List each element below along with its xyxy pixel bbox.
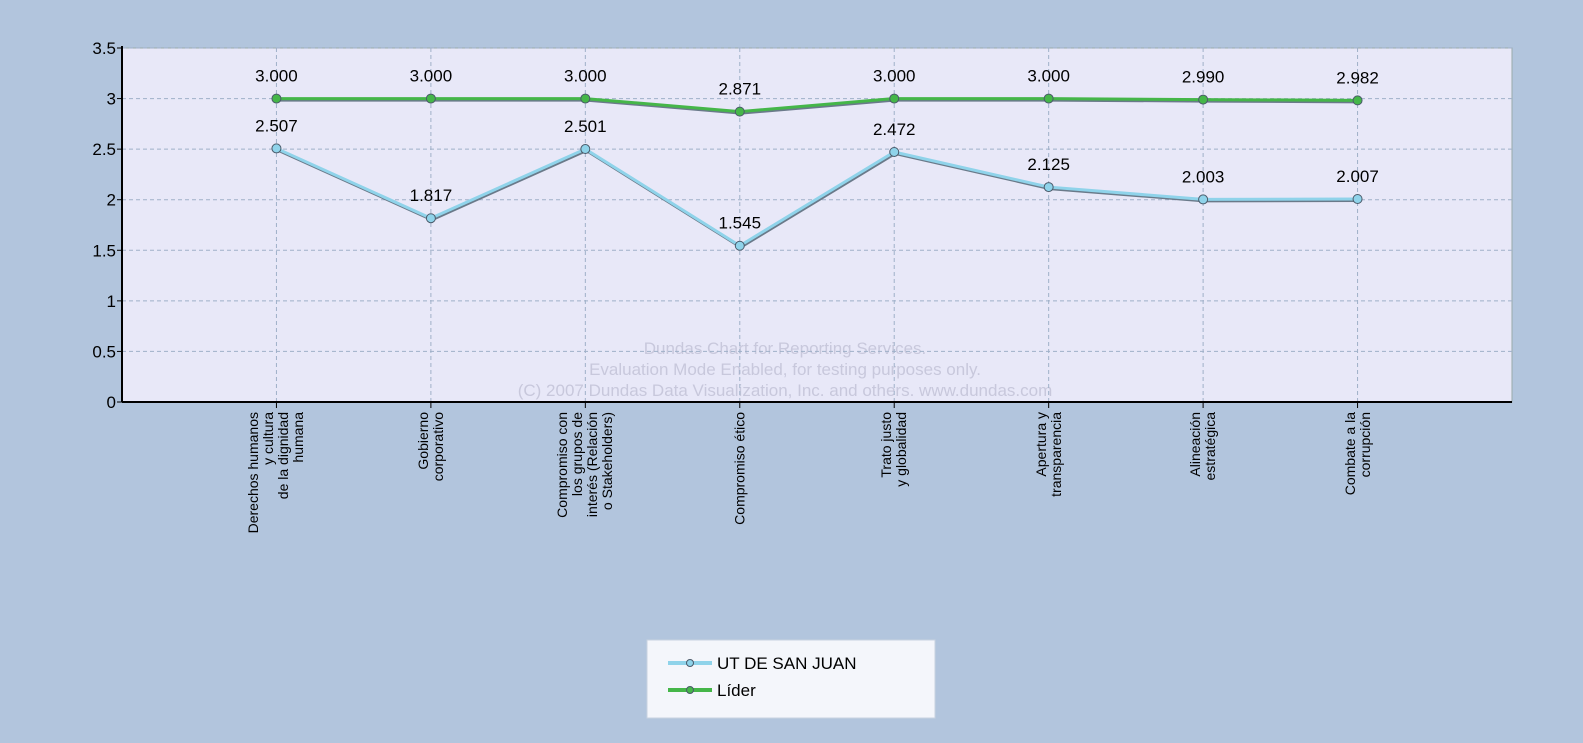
legend-label: UT DE SAN JUAN <box>717 654 857 673</box>
legend-marker <box>686 659 694 667</box>
marker <box>889 93 900 104</box>
marker <box>734 106 745 117</box>
series-line <box>276 97 1358 114</box>
data-label: 1.545 <box>719 214 762 233</box>
watermark: Evaluation Mode Enabled, for testing pur… <box>589 360 981 379</box>
marker <box>1043 182 1054 193</box>
data-label: 2.990 <box>1182 68 1225 87</box>
marker <box>1198 194 1209 205</box>
line-shadow <box>277 99 1359 115</box>
watermark: Dundas Chart for Reporting Services. <box>644 339 927 358</box>
marker <box>1198 94 1209 105</box>
data-label: 2.982 <box>1336 68 1379 87</box>
marker <box>1352 95 1363 106</box>
marker <box>425 213 436 224</box>
marker <box>1352 194 1363 205</box>
marker <box>580 144 591 155</box>
x-tick-label: Combate a la corrupción <box>1341 412 1373 496</box>
x-tick-label: Compromiso ético <box>731 412 748 525</box>
x-tick-label: Trato justo y globalidad <box>878 412 910 487</box>
data-label: 2.125 <box>1027 155 1070 174</box>
marker <box>1043 93 1054 104</box>
data-label: 3.000 <box>255 67 298 86</box>
marker <box>734 240 745 251</box>
legend-label: Líder <box>717 681 756 700</box>
marker <box>271 93 282 104</box>
legend <box>646 639 936 719</box>
y-tick-label: 3.5 <box>92 39 116 58</box>
y-tick-label: 1 <box>107 292 116 311</box>
data-label: 3.000 <box>873 67 916 86</box>
line-shadow <box>277 149 1359 249</box>
marker <box>271 143 282 154</box>
data-label: 2.472 <box>873 120 916 139</box>
y-tick-label: 0.5 <box>92 342 116 361</box>
data-label: 3.000 <box>410 67 453 86</box>
y-tick-label: 3 <box>107 90 116 109</box>
x-tick-label: Compromiso con los grupos de interés (Re… <box>554 412 616 518</box>
legend-marker <box>686 686 694 694</box>
marker <box>425 93 436 104</box>
data-label: 2.003 <box>1182 167 1225 186</box>
y-tick-label: 2 <box>107 191 116 210</box>
y-tick-label: 2.5 <box>92 140 116 159</box>
data-label: 1.817 <box>410 186 453 205</box>
marker <box>580 93 591 104</box>
watermark: (C) 2007 Dundas Data Visualization, Inc.… <box>518 381 1053 400</box>
marker <box>889 146 900 157</box>
data-label: 2.007 <box>1336 167 1379 186</box>
y-tick-label: 0 <box>107 393 116 412</box>
x-tick-label: Derechos humanos y cultura de la dignida… <box>245 412 307 534</box>
data-label: 2.871 <box>719 80 762 99</box>
x-tick-label: Apertura y transparencia <box>1032 412 1064 497</box>
series-line <box>275 147 1358 248</box>
data-label: 3.000 <box>1027 67 1070 86</box>
x-tick-label: Gobierno corporativo <box>414 412 446 482</box>
data-label: 2.507 <box>255 116 298 135</box>
data-label: 3.000 <box>564 67 607 86</box>
x-tick-label: Alineación estratégica <box>1187 412 1219 481</box>
y-tick-label: 1.5 <box>92 241 116 260</box>
data-label: 2.501 <box>564 117 607 136</box>
